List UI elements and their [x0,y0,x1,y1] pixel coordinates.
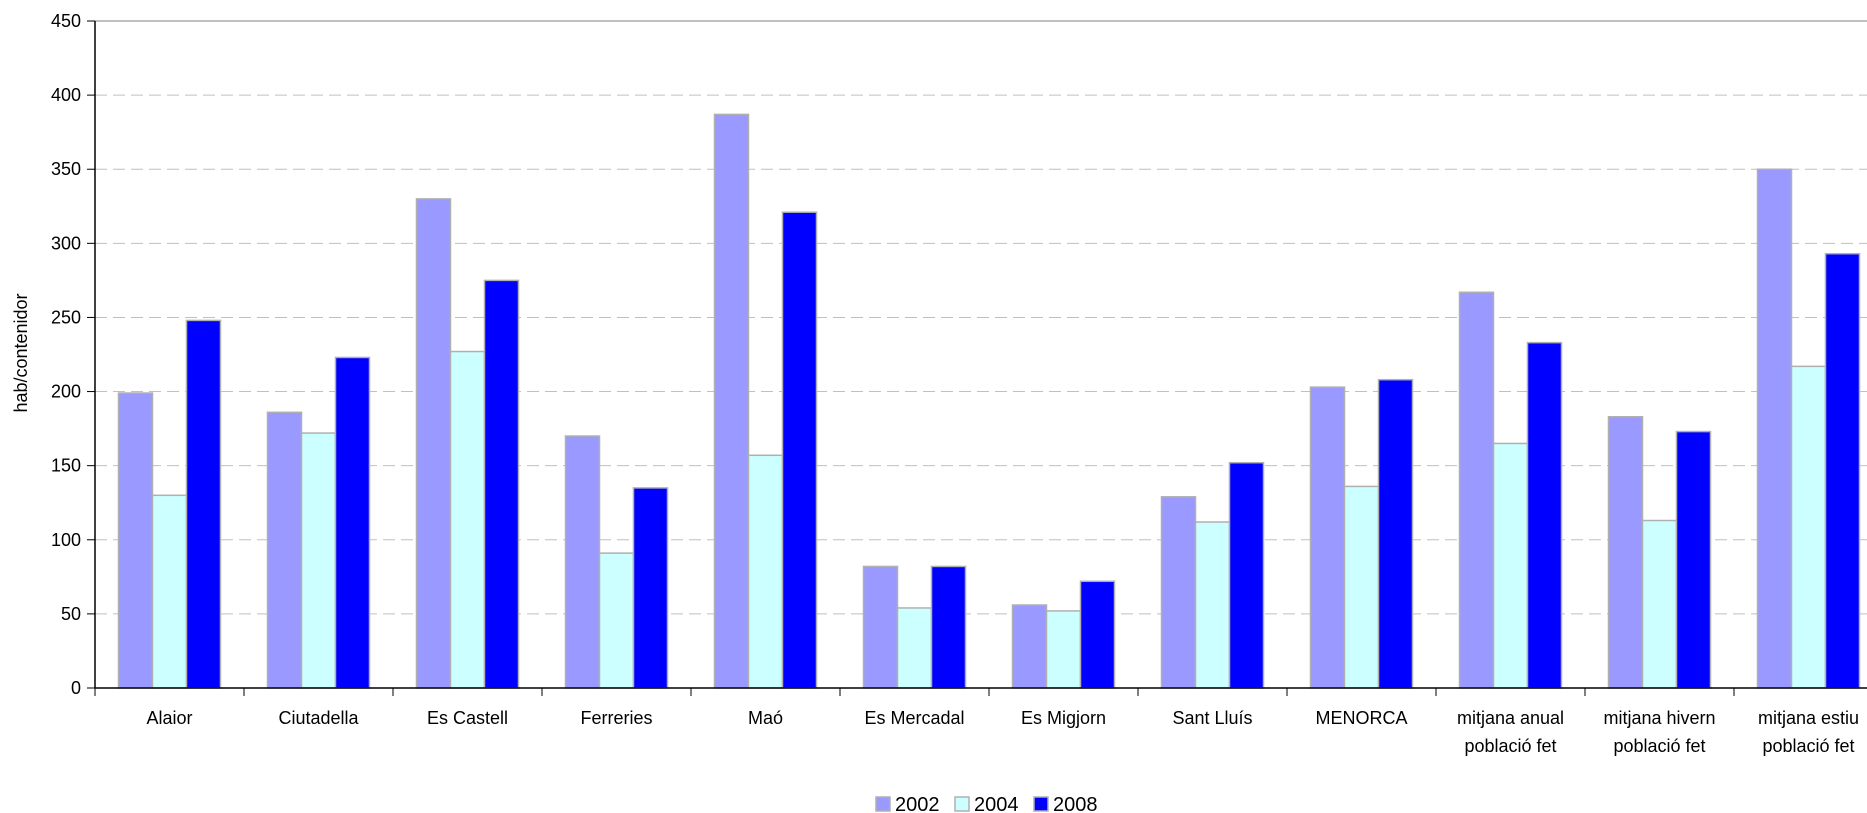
category-label: Es Migjorn [1021,708,1106,728]
y-tick-label: 150 [51,456,81,476]
bar-2008 [1377,378,1414,689]
bar-2004 [1492,442,1529,689]
legend-label-2004: 2004 [974,794,1019,813]
bar-2004 [151,494,188,689]
category-label: Es Mercadal [864,708,964,728]
bar-2002 [266,411,303,689]
bar-2002 [415,198,452,689]
bar-2002 [1607,416,1644,689]
category-label: Ferreries [580,708,652,728]
category-label: Ciutadella [278,708,359,728]
y-tick-label: 50 [61,604,81,624]
category-label: Alaior [146,708,192,728]
category-label: mitjana anual població fet [1457,708,1564,756]
category-label: Sant Lluís [1172,708,1252,728]
bar-2008 [781,211,818,689]
bar-2004 [896,607,933,689]
category-labels: Alaior Ciutadella Es Castell Ferreries Maó Es… [146,708,1859,756]
bar-2008 [1228,461,1265,689]
bar-2008 [483,279,520,689]
bar-2002 [1756,168,1793,689]
bar-2008 [334,356,371,689]
bar-2008 [1675,430,1712,689]
y-axis-title: hab/contenidor [11,293,31,412]
bar-2002 [1160,496,1197,689]
bar-2002 [713,113,750,689]
y-tick-label: 350 [51,159,81,179]
bar-2008 [1526,341,1563,689]
category-label: mitjana estiu població fet [1758,708,1859,756]
bar-2002 [862,565,899,689]
bar-2008 [930,565,967,689]
bar-2002 [1309,386,1346,689]
category-label: Maó [748,708,783,728]
bar-2002 [1458,291,1495,689]
y-tick-labels: 0 50 100 150 200 250 300 350 400 450 [51,11,81,698]
bar-2002 [1011,604,1048,689]
bar-2004 [598,552,635,689]
bar-2008 [1079,580,1116,689]
bar-2004 [1641,519,1678,689]
bar-2004 [1194,521,1231,689]
legend-label-2008: 2008 [1053,794,1098,813]
legend-swatch-2002 [875,796,891,812]
y-tick-label: 100 [51,530,81,550]
bar-2004 [1045,610,1082,689]
legend: 2002 2004 2008 [875,794,1098,813]
bar-2004 [300,432,337,689]
category-label: MENORCA [1315,708,1407,728]
y-tick-label: 300 [51,233,81,253]
bar-2004 [747,454,784,689]
axes [87,20,1867,696]
legend-swatch-2004 [954,796,970,812]
y-tick-label: 450 [51,11,81,31]
bar-2008 [632,487,669,689]
bar-2004 [1343,485,1380,689]
bar-2008 [185,319,222,689]
category-label: mitjana hivern població fet [1603,708,1715,756]
bar-2004 [1790,365,1827,689]
y-tick-label: 0 [71,678,81,698]
bar-2002 [117,392,154,689]
bars [117,113,1861,689]
bar-2008 [1824,252,1861,689]
legend-label-2002: 2002 [895,794,940,813]
bar-2002 [564,435,601,689]
category-label: Es Castell [427,708,508,728]
y-tick-label: 200 [51,382,81,402]
y-tick-label: 250 [51,307,81,327]
y-tick-label: 400 [51,85,81,105]
legend-swatch-2008 [1033,796,1049,812]
bar-2004 [449,350,486,689]
